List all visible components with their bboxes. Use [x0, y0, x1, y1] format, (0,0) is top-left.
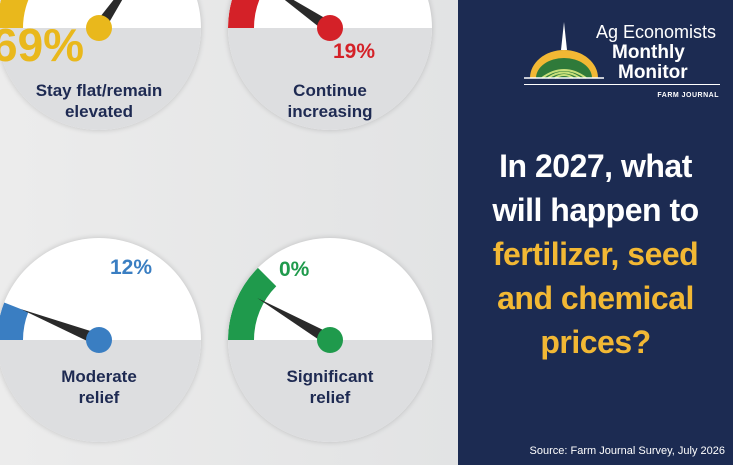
- gauge-dial: [0, 302, 201, 442]
- gauge-value-stay-flat: 69%: [0, 19, 85, 71]
- info-panel: Ag Economists Monthly Monitor FARM JOURN…: [458, 0, 733, 465]
- gauge-dial: [228, 267, 432, 442]
- gauge-label: Moderate relief: [0, 366, 201, 408]
- gauge-moderate-relief: Moderate relief: [0, 238, 201, 442]
- source-note: Source: Farm Journal Survey, July 2026: [529, 445, 725, 457]
- sunrise-logo-icon: [524, 22, 604, 79]
- gauge-significant-relief: Significant relief: [228, 238, 432, 442]
- gauge-label-line: elevated: [64, 102, 134, 121]
- gauge-continue-increasing: Continue increasing: [228, 0, 432, 130]
- gauge-needle-hub: [86, 327, 112, 353]
- gauge-label-line: Significant: [286, 367, 374, 386]
- gauge-label-line: relief: [78, 388, 120, 407]
- headline-line: In 2027, what: [499, 148, 692, 184]
- gauge-dial: [0, 0, 201, 130]
- gauge-label-line: Continue: [293, 81, 367, 100]
- gauge-needle-hub: [317, 327, 343, 353]
- gauge-fill-band: [0, 0, 29, 28]
- gauge-fill-band: [228, 267, 277, 340]
- farm-journal-brand: FARM JOURNAL: [657, 92, 719, 99]
- headline-line-highlight: prices?: [540, 324, 651, 360]
- gauge-value-moderate-relief: 12%: [110, 256, 153, 279]
- gauge-value-continue-increasing: 19%: [333, 40, 376, 63]
- logo-divider: [524, 84, 720, 85]
- gauge-panel: Stay flat/remain elevated Continue incre…: [0, 0, 458, 465]
- gauge-needle: [257, 298, 333, 346]
- headline-line: will happen to: [492, 192, 699, 228]
- gauge-value-significant-relief: 0%: [279, 258, 310, 281]
- headline-line-highlight: fertilizer, seed: [492, 236, 699, 272]
- logo-title: Ag Economists: [596, 22, 717, 42]
- gauge-label: Continue increasing: [228, 80, 432, 122]
- gauge-base: [0, 340, 201, 442]
- gauge-fill-band: [0, 302, 29, 340]
- monitor-logo: Ag Economists Monthly Monitor: [524, 20, 724, 110]
- logo-subtitle-monitor: Monitor: [618, 62, 688, 83]
- gauge-stay-flat: Stay flat/remain elevated: [0, 0, 201, 130]
- headline-line-highlight: and chemical: [497, 280, 694, 316]
- gauge-label-line: relief: [309, 388, 351, 407]
- gauge-needle: [20, 309, 102, 346]
- gauge-label-line: Moderate: [61, 367, 137, 386]
- gauge-dial: [228, 0, 432, 130]
- headline: In 2027, what will happen to fertilizer,…: [458, 144, 733, 364]
- gauge-base: [228, 28, 432, 130]
- logo-subtitle-monthly: Monthly: [612, 42, 685, 63]
- gauge-label-line: Stay flat/remain: [35, 81, 163, 100]
- gauge-label: Significant relief: [228, 366, 432, 408]
- gauge-base: [0, 28, 201, 130]
- gauge-label: Stay flat/remain elevated: [0, 80, 201, 122]
- gauge-needle-hub: [86, 15, 112, 41]
- gauge-fill-band: [228, 0, 260, 28]
- gauge-label-line: increasing: [287, 102, 373, 121]
- gauge-base: [228, 340, 432, 442]
- gauge-needle-hub: [317, 15, 343, 41]
